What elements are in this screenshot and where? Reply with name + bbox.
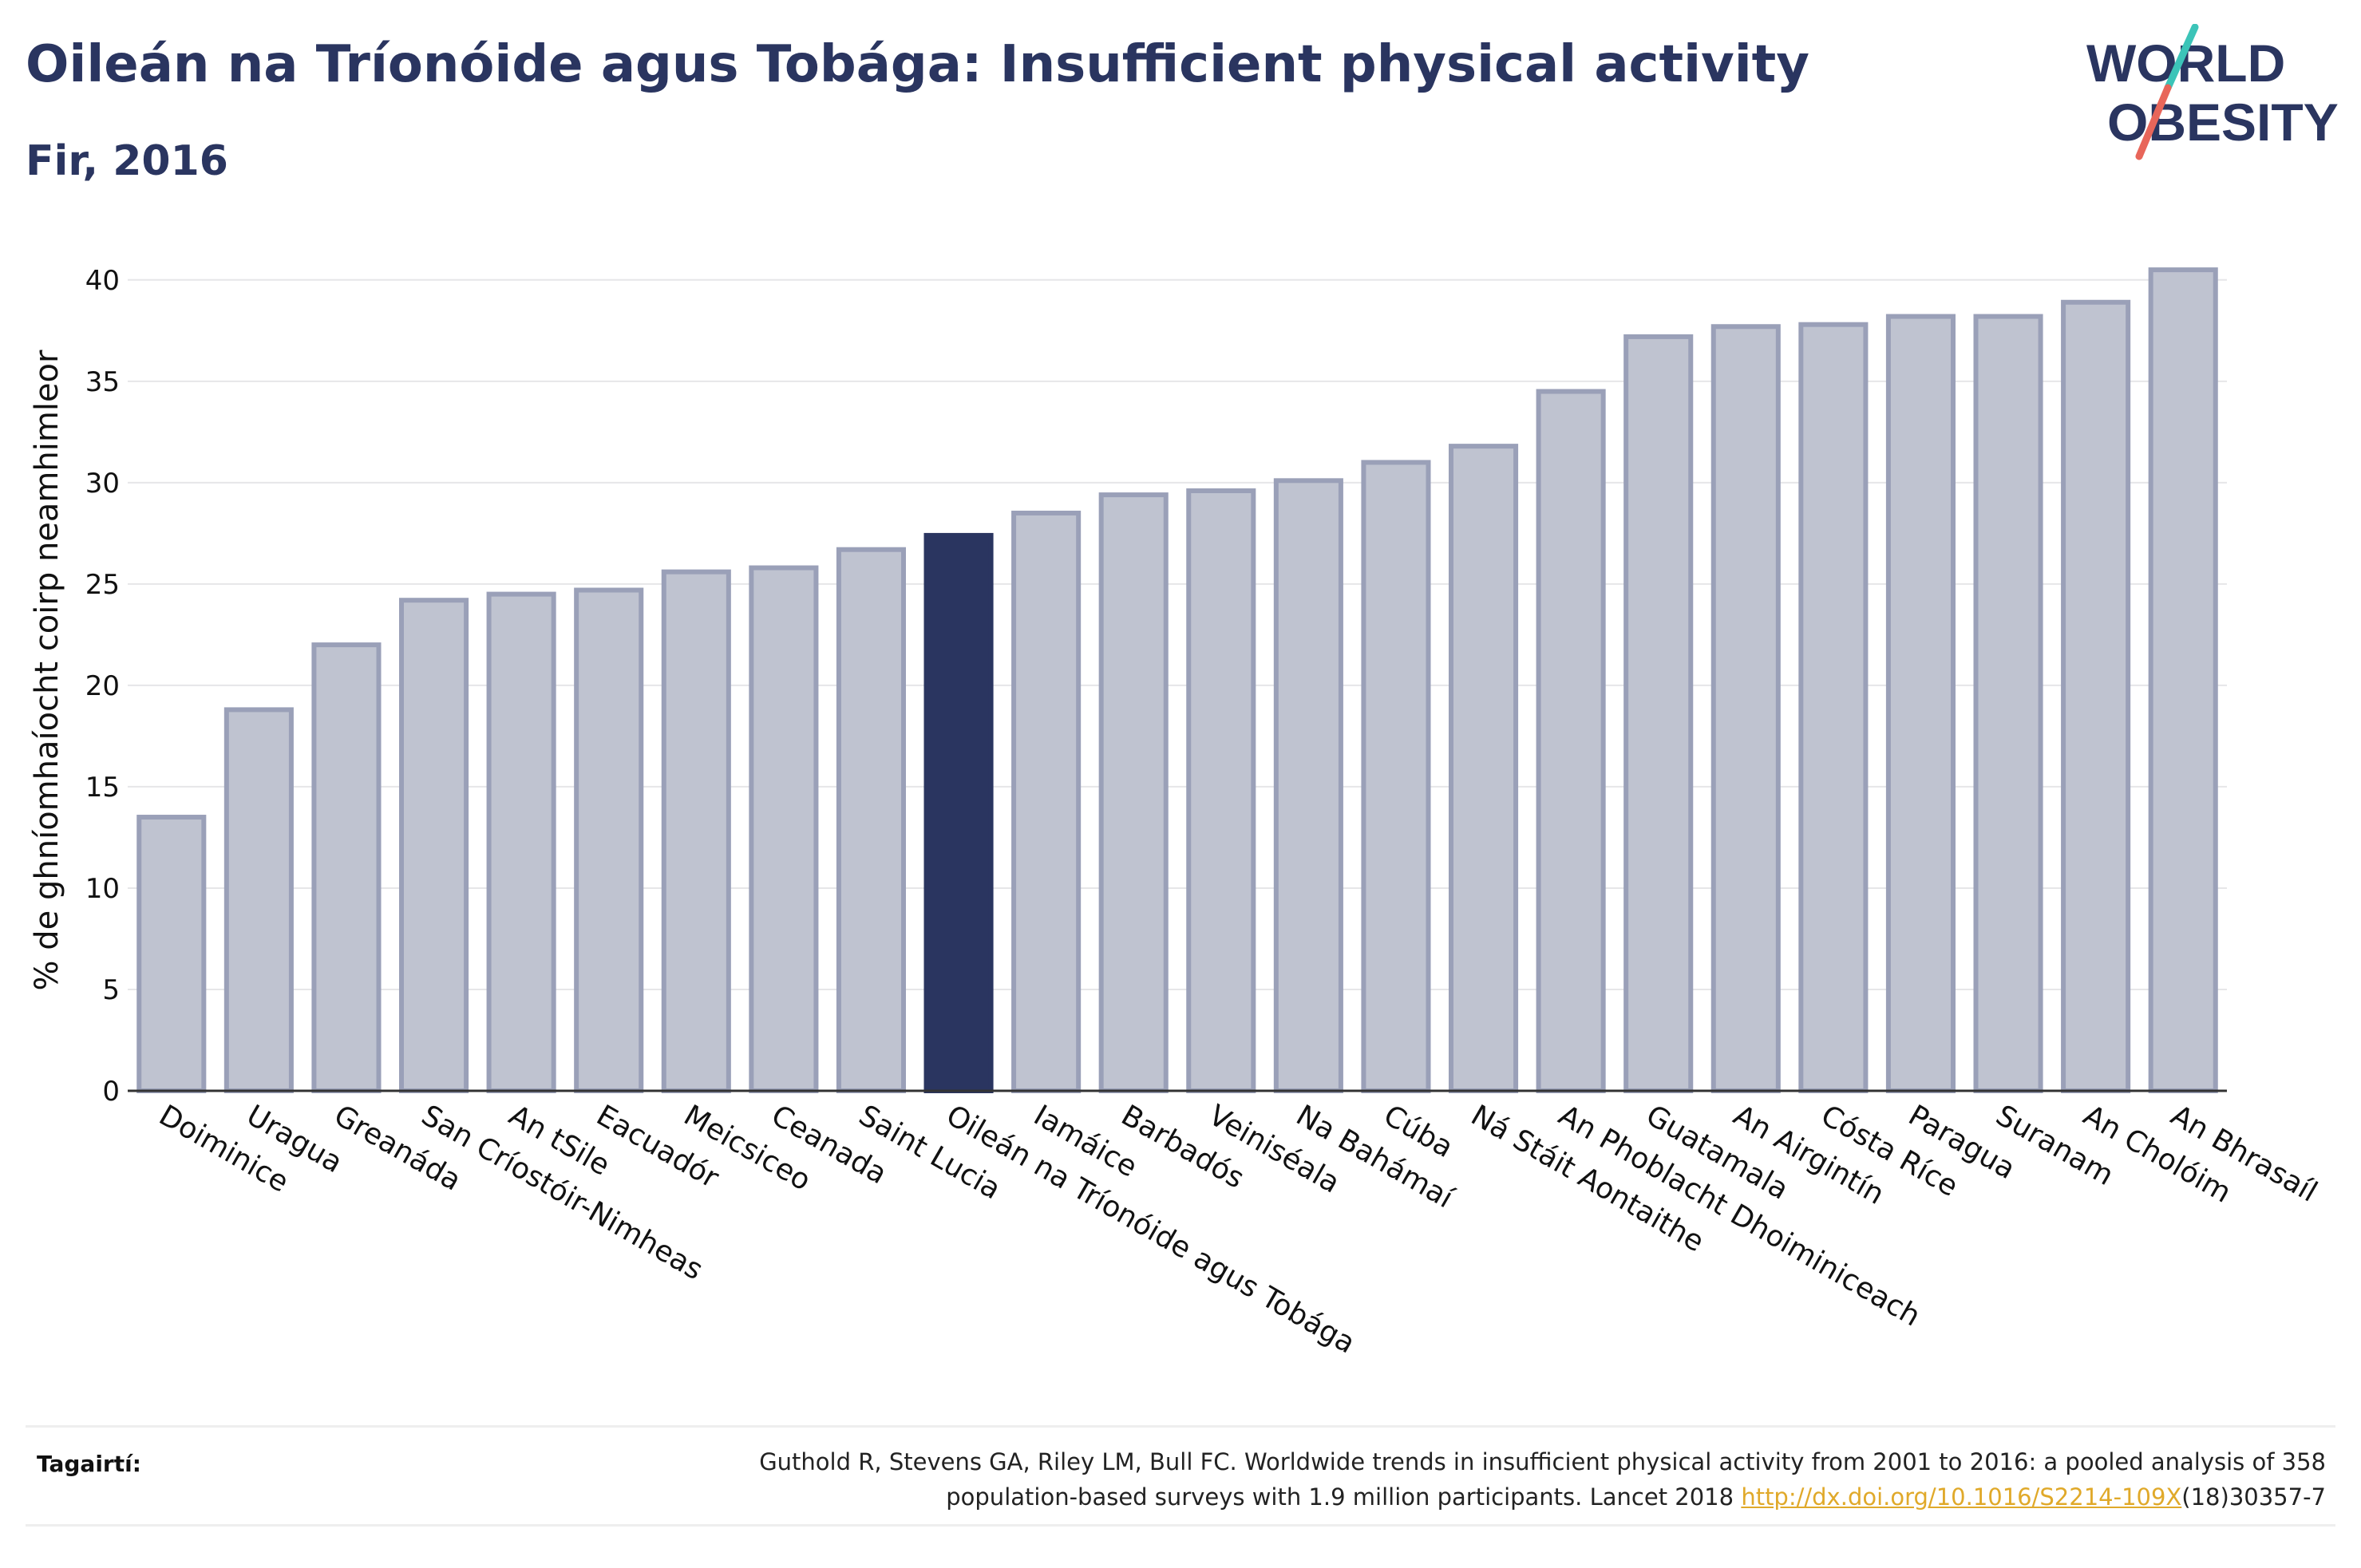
bar — [1798, 322, 1869, 1093]
bar — [1710, 324, 1781, 1093]
bar — [749, 565, 819, 1093]
y-axis-label: % de ghníomhaíocht coirp neamhimleor — [29, 350, 65, 990]
bar — [311, 642, 382, 1093]
y-tick-label: 30 — [85, 468, 120, 500]
reference-line-2-prefix: population-based surveys with 1.9 millio… — [946, 1483, 1742, 1511]
bar — [1186, 488, 1256, 1093]
y-tick-label: 25 — [85, 569, 120, 601]
bar — [1361, 460, 1431, 1093]
references-divider-bottom — [26, 1524, 2335, 1527]
bars-layer — [136, 267, 2218, 1094]
y-tick-label: 10 — [85, 873, 120, 905]
bar-highlighted — [923, 532, 994, 1093]
y-tick-label: 40 — [85, 265, 120, 297]
y-tick-label: 35 — [85, 366, 120, 398]
y-tick-label: 20 — [85, 670, 120, 702]
reference-doi-link[interactable]: http://dx.doi.org/10.1016/S2214-109X — [1741, 1483, 2182, 1511]
chart-title: Oileán na Tríonóide agus Tobága: Insuffi… — [26, 35, 1809, 94]
bar — [1536, 389, 1606, 1093]
bar — [1973, 314, 2043, 1093]
bar — [2061, 299, 2131, 1093]
bar — [486, 591, 556, 1093]
bar — [1273, 478, 1343, 1093]
bar — [1885, 314, 1956, 1093]
bar — [836, 547, 907, 1093]
bar — [1011, 510, 1082, 1093]
world-obesity-logo: WORLD OBESITY — [2086, 24, 2339, 160]
bar — [574, 587, 644, 1093]
y-tick-label: 5 — [102, 974, 120, 1006]
reference-line-2: population-based surveys with 1.9 millio… — [490, 1479, 2326, 1515]
bar — [1623, 334, 1694, 1093]
references-divider-top — [26, 1425, 2335, 1428]
bar — [1098, 492, 1169, 1093]
bar — [1448, 444, 1519, 1093]
reference-line-1: Guthold R, Stevens GA, Riley LM, Bull FC… — [759, 1448, 2326, 1475]
y-tick-label: 15 — [85, 772, 120, 804]
bar — [398, 598, 469, 1093]
bar — [661, 569, 731, 1093]
references-text: Guthold R, Stevens GA, Riley LM, Bull FC… — [490, 1444, 2326, 1515]
bar-chart: 0 5 10 15 20 25 30 35 40 DoiminiceUraguaGreanáda… — [29, 265, 2323, 1361]
reference-line-2-suffix: (18)30357-7 — [2181, 1483, 2326, 1511]
chart-subtitle: Fir, 2016 — [26, 137, 228, 185]
grid-layer: 0 5 10 15 20 25 30 35 40 — [85, 265, 2227, 1108]
references-label: Tagairtí: — [37, 1451, 141, 1477]
bar — [136, 815, 207, 1094]
bar — [223, 707, 294, 1094]
bar — [2148, 267, 2218, 1093]
logo-slash-teal — [2164, 24, 2199, 92]
y-tick-label: 0 — [102, 1076, 120, 1108]
logo-slash-coral — [2135, 84, 2172, 160]
